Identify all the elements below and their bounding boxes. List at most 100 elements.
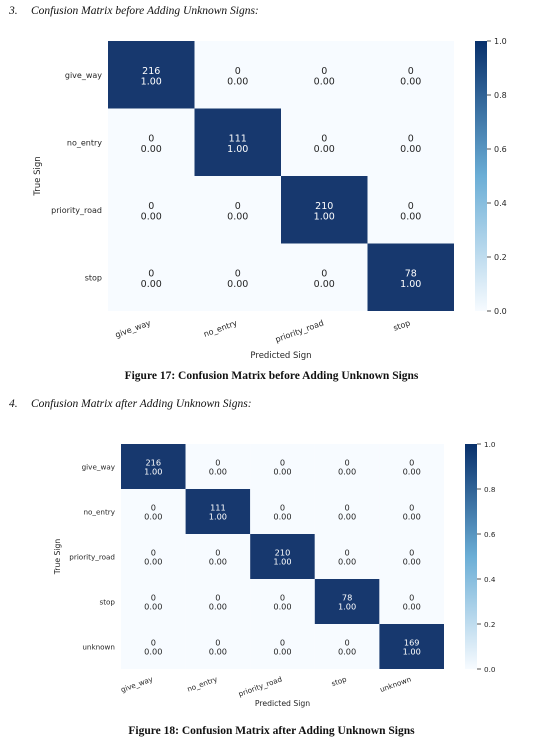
heatmap-cell [314,624,380,669]
heatmap-cell [379,444,444,489]
heatmap-cell [281,108,368,176]
cell-fraction-label: 1.00 [144,467,162,477]
colorbar-tick-label: 0.6 [484,530,496,539]
cell-count-label: 0 [148,268,154,279]
cell-fraction-label: 1.00 [273,557,291,567]
cell-count-label: 0 [215,638,220,648]
y-axis-label: True Sign [53,539,62,576]
cell-count-label: 78 [405,268,417,279]
heatmap-cell [281,176,368,244]
cell-fraction-label: 1.00 [338,602,356,612]
section-heading-3: 3. Confusion Matrix before Adding Unknown… [9,5,259,17]
heatmap-cell [121,579,186,624]
x-tick-label: give_way [120,674,155,694]
colorbar-tick-label: 1.0 [484,440,496,449]
cell-fraction-label: 0.00 [227,279,248,290]
heatmap-cell [250,579,315,624]
cell-count-label: 0 [280,638,285,648]
heatmap-cell [379,534,444,579]
cell-count-label: 210 [315,201,333,212]
cell-count-label: 78 [342,593,352,603]
cell-count-label: 0 [280,593,285,603]
cell-fraction-label: 0.00 [227,76,248,87]
cell-fraction-label: 1.00 [209,512,227,522]
cell-count-label: 0 [344,503,349,513]
cell-fraction-label: 0.00 [273,647,291,657]
cell-fraction-label: 0.00 [209,647,227,657]
x-tick-label: no_entry [186,674,219,694]
section-number: 3. [9,5,18,17]
cell-count-label: 0 [321,66,327,77]
y-tick-label: unknown [82,643,115,652]
heatmap-cell [108,108,195,176]
cell-fraction-label: 0.00 [144,512,162,522]
cell-fraction-label: 0.00 [314,76,335,87]
figure-18-caption: Figure 18: Confusion Matrix after Adding… [128,725,415,737]
cell-count-label: 0 [151,638,156,648]
heatmap-cell [121,489,186,534]
cell-fraction-label: 1.00 [141,76,162,87]
y-tick-label: stop [99,598,115,607]
cell-count-label: 0 [408,201,414,212]
x-axis-label: Predicted Sign [250,351,311,361]
cell-count-label: 0 [235,201,241,212]
heatmap-cell [121,624,186,669]
x-tick-label: stop [392,318,411,332]
cell-count-label: 111 [229,133,247,144]
cell-count-label: 0 [321,268,327,279]
cell-count-label: 0 [409,503,414,513]
heatmap-cell [108,176,195,244]
x-tick-label: no_entry [202,318,238,339]
y-tick-label: priority_road [51,206,102,215]
cell-count-label: 0 [151,548,156,558]
heatmap-cell [281,243,368,311]
cell-count-label: 216 [142,66,160,77]
cell-count-label: 0 [409,593,414,603]
heatmap-cell [108,41,195,109]
cell-fraction-label: 0.00 [141,211,162,222]
heatmap-cell [250,444,315,489]
cell-count-label: 210 [275,548,291,558]
cell-fraction-label: 0.00 [403,557,421,567]
cell-count-label: 0 [148,201,154,212]
cell-count-label: 0 [409,548,414,558]
cell-fraction-label: 0.00 [141,279,162,290]
cell-fraction-label: 0.00 [144,602,162,612]
cell-fraction-label: 0.00 [144,557,162,567]
colorbar-tick-label: 0.2 [484,620,495,629]
cell-fraction-label: 0.00 [209,467,227,477]
heatmap-cell [314,489,380,534]
x-tick-label: unknown [379,674,413,694]
x-tick-label: stop [330,674,348,688]
cell-fraction-label: 0.00 [403,512,421,522]
heatmap-cell [121,444,186,489]
heatmap-cell [108,243,195,311]
heatmap-cell [379,489,444,534]
cell-count-label: 0 [321,133,327,144]
section-number: 4. [9,398,18,410]
heatmap-cell [367,41,454,109]
heatmap-cell [250,624,315,669]
cell-fraction-label: 0.00 [209,557,227,567]
cell-fraction-label: 0.00 [227,211,248,222]
heatmap-cell [314,534,380,579]
y-axis-label: True Sign [33,156,43,196]
cell-fraction-label: 1.00 [314,211,335,222]
cell-count-label: 0 [344,458,349,468]
cell-count-label: 0 [148,133,154,144]
heatmap-cell [121,534,186,579]
section-heading-4: 4. Confusion Matrix after Adding Unknown … [9,398,252,410]
colorbar [465,444,477,669]
cell-fraction-label: 1.00 [400,279,421,290]
cell-fraction-label: 0.00 [273,602,291,612]
cell-fraction-label: 0.00 [400,76,421,87]
cell-count-label: 0 [151,593,156,603]
heatmap-cell [185,579,251,624]
y-tick-label: no_entry [83,508,115,517]
heatmap-cell [250,489,315,534]
cell-count-label: 0 [280,503,285,513]
cell-count-label: 0 [408,133,414,144]
heatmap-cell [379,579,444,624]
cell-count-label: 0 [344,638,349,648]
cell-count-label: 0 [215,593,220,603]
